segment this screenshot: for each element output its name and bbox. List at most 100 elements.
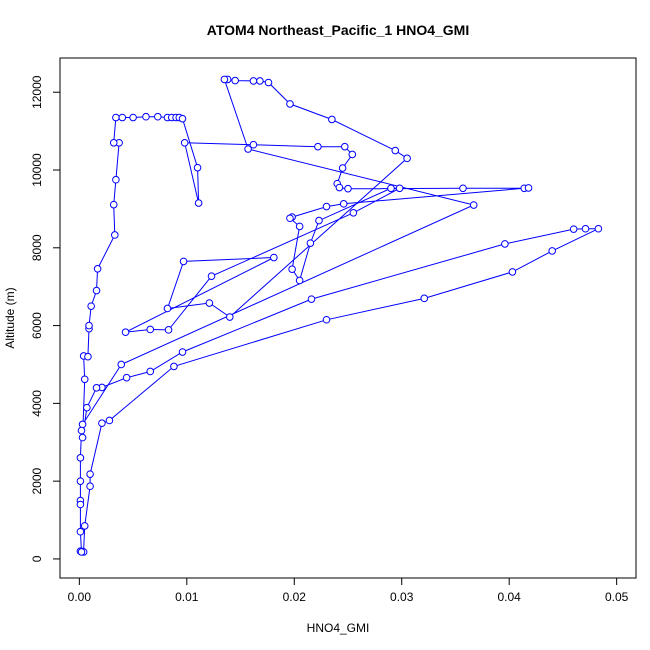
data-point	[286, 100, 294, 108]
data-point	[249, 77, 258, 85]
y-tick-label: 6000	[30, 312, 44, 339]
data-point	[109, 200, 118, 209]
data-point	[295, 276, 304, 285]
data-point	[84, 352, 92, 361]
data-point	[170, 362, 178, 371]
data-point	[109, 138, 118, 147]
y-axis-label: Altitude (m)	[3, 287, 17, 348]
data-point	[338, 164, 347, 172]
data-point	[111, 231, 119, 239]
data-point	[178, 348, 187, 356]
data-point	[315, 216, 323, 225]
data-point	[270, 253, 278, 262]
data-point	[314, 142, 322, 151]
data-point	[92, 286, 101, 295]
data-point	[322, 202, 331, 211]
data-point	[129, 113, 137, 122]
data-point	[403, 154, 411, 163]
data-point	[76, 527, 85, 536]
data-point	[231, 76, 239, 85]
data-point	[395, 184, 404, 193]
data-point	[121, 328, 130, 336]
y-tick-label: 0	[30, 555, 44, 562]
data-point	[244, 145, 252, 153]
data-point	[322, 315, 331, 324]
data-point	[153, 112, 162, 121]
data-point	[306, 239, 315, 247]
data-point	[225, 313, 234, 321]
data-point	[98, 419, 106, 428]
data-point	[335, 183, 344, 192]
y-tick-label: 12000	[30, 75, 44, 109]
data-line	[79, 78, 599, 553]
data-point	[77, 426, 86, 435]
data-point	[387, 184, 395, 193]
data-point	[548, 247, 556, 255]
data-point	[146, 325, 155, 334]
x-tick-label: 0.03	[390, 590, 414, 604]
data-point	[80, 522, 89, 530]
y-tick-label: 2000	[30, 467, 44, 494]
data-point	[112, 175, 120, 184]
data-point	[193, 163, 202, 172]
data-point	[307, 295, 316, 303]
data-point	[220, 75, 229, 84]
data-point	[78, 433, 87, 442]
y-tick-label: 4000	[30, 390, 44, 417]
data-point	[76, 477, 85, 485]
data-point	[118, 113, 127, 122]
data-point	[86, 470, 94, 478]
data-point	[78, 420, 87, 429]
data-point	[348, 150, 357, 159]
data-point	[581, 224, 590, 233]
x-tick-label: 0.04	[498, 590, 522, 604]
data-point	[178, 114, 187, 123]
data-point	[142, 112, 150, 121]
data-point	[85, 321, 93, 330]
data-point	[194, 199, 203, 207]
x-tick-label: 0.00	[68, 590, 92, 604]
data-point	[105, 416, 114, 425]
data-point	[205, 299, 214, 307]
y-tick-label: 10000	[30, 153, 44, 187]
data-point	[339, 200, 348, 208]
data-point	[295, 222, 304, 231]
chart-title: ATOM4 Northeast_Pacific_1 HNO4_GMI	[207, 22, 469, 38]
x-axis-label: HNO4_GMI	[307, 621, 370, 635]
data-point	[112, 113, 120, 122]
data-point	[349, 208, 358, 217]
data-point	[459, 184, 467, 193]
data-point	[164, 326, 173, 334]
data-point	[180, 138, 189, 147]
data-point	[286, 214, 294, 223]
data-point	[288, 265, 296, 273]
data-point	[146, 367, 155, 376]
data-point	[469, 201, 478, 209]
data-point	[117, 360, 126, 369]
x-tick-label: 0.02	[283, 590, 307, 604]
data-point	[501, 240, 509, 248]
data-point	[340, 142, 349, 151]
data-point	[77, 548, 86, 556]
data-point	[249, 140, 258, 149]
data-point	[524, 184, 533, 192]
data-point	[328, 115, 336, 124]
data-point	[76, 500, 85, 509]
data-point	[92, 384, 101, 392]
y-tick-label: 8000	[30, 234, 44, 261]
data-point	[344, 184, 352, 193]
data-point	[508, 268, 517, 276]
data-point	[256, 77, 264, 85]
data-point	[207, 272, 216, 280]
data-point	[86, 482, 94, 491]
data-point	[569, 225, 578, 233]
plot-frame	[59, 57, 637, 579]
data-point	[87, 302, 95, 310]
data-point	[594, 224, 603, 233]
data-point	[76, 454, 85, 462]
data-point	[420, 294, 429, 303]
data-point	[93, 265, 102, 273]
data-point	[163, 304, 172, 313]
data-point	[83, 403, 91, 412]
